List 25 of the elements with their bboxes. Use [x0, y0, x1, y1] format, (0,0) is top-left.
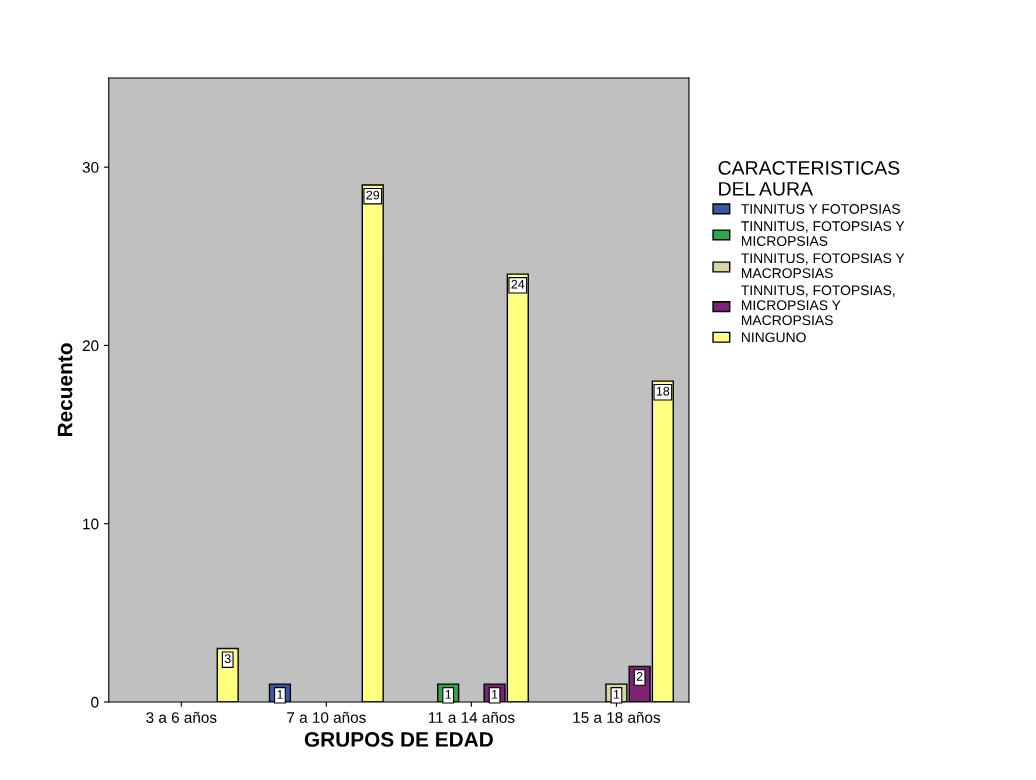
y-tick-label: 0 [91, 696, 99, 708]
data-label: 3 [224, 654, 231, 664]
legend-title: CARACTERISTICAS DEL AURA [718, 160, 900, 196]
data-label: 2 [636, 672, 643, 681]
data-label: 24 [511, 279, 525, 289]
y-axis-title: Recuento [57, 343, 73, 437]
data-label: 1 [492, 689, 498, 699]
x-tick-label: 3 a 6 años [146, 711, 217, 723]
legend-label: NINGUNO [741, 332, 806, 343]
data-label: 1 [445, 689, 452, 699]
y-tick-label: 20 [82, 340, 99, 352]
data-label: 29 [366, 190, 380, 200]
data-label: 1 [613, 689, 620, 699]
x-tick-label: 15 a 18 años [573, 711, 661, 723]
legend-label: TINNITUS, FOTOPSIAS Y MACROPSIAS [741, 253, 905, 279]
x-tick-label: 11 a 14 años [428, 711, 515, 723]
x-tick-label: 7 a 10 años [287, 711, 366, 723]
x-axis-title: GRUPOS DE EDAD [304, 732, 493, 747]
data-label: 18 [656, 386, 670, 396]
data-label: 1 [277, 689, 283, 699]
y-tick-label: 30 [82, 162, 99, 173]
legend-label: TINNITUS, FOTOPSIAS, MICROPSIAS Y MACROPSIAS [741, 285, 895, 326]
y-tick-label: 10 [83, 518, 99, 530]
legend-label: TINNITUS, FOTOPSIAS Y MICROPSIAS [741, 221, 905, 246]
legend-label: TINNITUS Y FOTOPSIAS [741, 204, 900, 214]
